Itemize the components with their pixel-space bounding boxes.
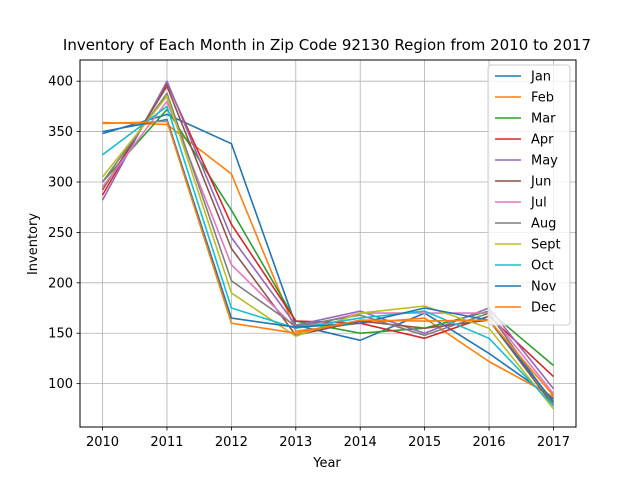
- series-line-jul: [101, 100, 555, 395]
- y-tick-label: 350: [48, 125, 73, 140]
- x-tick-label: 2016: [472, 435, 505, 450]
- legend-box: [487, 64, 571, 326]
- series-line-feb: [102, 121, 554, 398]
- legend-label: Feb: [531, 91, 554, 106]
- y-tick-label: 250: [48, 226, 73, 241]
- legend-label: May: [531, 154, 558, 169]
- y-tick-label: 400: [48, 75, 73, 90]
- series-line-sept: [101, 95, 555, 410]
- series-line-oct: [102, 105, 555, 407]
- x-tick-label: 2010: [86, 435, 119, 450]
- plot-frame: [79, 59, 577, 428]
- y-tick-label: 150: [48, 327, 73, 342]
- x-tick-label: 2012: [215, 435, 248, 450]
- series-line-may: [101, 80, 555, 390]
- x-tick-label: 2011: [150, 435, 183, 450]
- series-line-aug: [101, 92, 555, 405]
- x-tick-label: 2015: [408, 435, 441, 450]
- series-line-jun: [101, 85, 555, 407]
- y-tick-label: 100: [48, 377, 73, 392]
- x-axis-label: Year: [312, 456, 341, 471]
- legend-label: Apr: [531, 133, 554, 148]
- legend-label: Sept: [531, 238, 561, 253]
- x-tick-label: 2013: [279, 435, 312, 450]
- axis-ticks: 2010 2011 2012 2013 2014 2015 2016 2017 100 150 20…: [48, 75, 570, 450]
- legend-label: Jul: [530, 196, 547, 211]
- legend-label: Jan: [530, 70, 551, 85]
- y-axis-label: Inventory: [26, 213, 41, 275]
- x-tick-label: 2014: [344, 435, 377, 450]
- series-lines: [101, 80, 555, 410]
- legend-label: Nov: [531, 280, 557, 295]
- y-tick-label: 300: [48, 175, 73, 190]
- legend-label: Dec: [531, 301, 556, 316]
- series-line-jan: [102, 113, 554, 400]
- legend: Jan Feb Mar Apr May Jun Jul Aug Sept Oct Nov Dec: [487, 64, 571, 326]
- legend-label: Oct: [531, 259, 553, 274]
- x-tick-label: 2017: [537, 435, 570, 450]
- legend-label: Mar: [531, 112, 556, 127]
- series-line-dec: [102, 120, 555, 397]
- chart-title: Inventory of Each Month in Zip Code 9213…: [63, 36, 591, 54]
- y-tick-label: 200: [48, 276, 73, 291]
- legend-label: Aug: [531, 217, 556, 232]
- legend-label: Jun: [530, 175, 551, 190]
